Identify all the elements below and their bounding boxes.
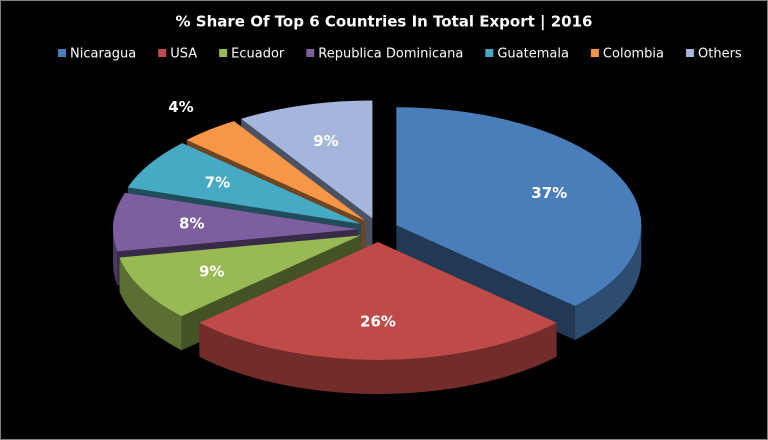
- legend-label: Guatemala: [497, 47, 569, 62]
- chart-title: % Share Of Top 6 Countries In Total Expo…: [176, 13, 593, 32]
- legend-label: Republica Dominicana: [318, 47, 463, 62]
- data-label: 9%: [313, 132, 338, 150]
- data-label: 7%: [205, 174, 230, 192]
- legend-label: USA: [170, 47, 197, 62]
- legend-label: Nicaragua: [70, 47, 136, 62]
- legend-swatch: [306, 49, 315, 57]
- slice-wall: [199, 322, 557, 394]
- pie: 37% 26% 9% 8% 7% 4% 9%: [113, 98, 642, 394]
- slice-wall: [119, 257, 182, 351]
- legend-label: Ecuador: [231, 47, 285, 62]
- slice: [113, 192, 359, 252]
- data-label: 26%: [360, 313, 396, 331]
- slice: [119, 235, 361, 317]
- slice: [199, 242, 557, 360]
- slice: [186, 121, 366, 221]
- slice: [241, 100, 373, 219]
- legend: Nicaragua USA Ecuador Republica Dominicana G…: [58, 47, 742, 62]
- legend-swatch: [158, 49, 167, 57]
- legend-swatch: [219, 49, 228, 57]
- legend-swatch: [590, 49, 599, 57]
- legend-label: Colombia: [603, 47, 664, 62]
- legend-swatch: [485, 49, 494, 57]
- data-label: 8%: [179, 215, 204, 233]
- legend-swatch: [58, 49, 66, 57]
- data-label: 9%: [199, 262, 224, 280]
- slice: [127, 143, 361, 224]
- slice-wall: [113, 229, 118, 286]
- data-label: 4%: [168, 98, 193, 116]
- data-label: 37%: [531, 184, 567, 202]
- slice: [396, 107, 642, 307]
- slice-wall: [574, 225, 642, 341]
- legend-swatch: [686, 49, 695, 57]
- legend-label: Others: [698, 47, 742, 62]
